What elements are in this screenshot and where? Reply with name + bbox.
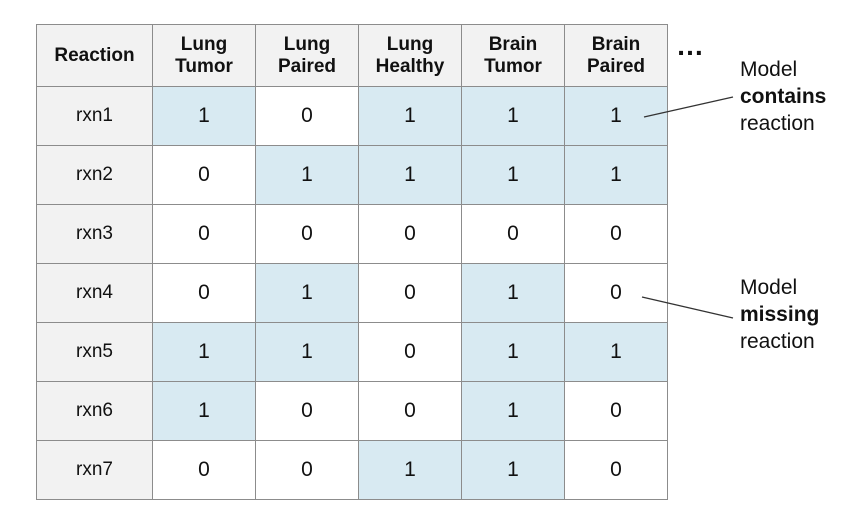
contains-annotation-line3: reaction (740, 112, 815, 135)
contains-annotation: Model contains reaction (740, 56, 826, 137)
more-columns-ellipsis: … (676, 30, 705, 61)
contains-annotation-keyword: contains (740, 85, 827, 108)
matrix-cell: 1 (461, 86, 565, 146)
column-header-line2: Tumor (175, 55, 233, 77)
reaction-label: rxn4 (36, 263, 153, 323)
column-header-line2: Tumor (484, 55, 542, 77)
reaction-matrix: Reaction Lung Tumor Lung Paired Lung Healthy B… (36, 24, 668, 500)
matrix-cell: 1 (564, 322, 668, 382)
header-row: Reaction Lung Tumor Lung Paired Lung Healthy B… (36, 24, 668, 87)
matrix-cell: 1 (461, 381, 565, 441)
matrix-cell: 0 (152, 263, 256, 323)
matrix-cell: 1 (358, 145, 462, 205)
table-row: rxn6 1 0 0 1 0 (36, 381, 668, 441)
matrix-cell: 1 (152, 381, 256, 441)
matrix-cell: 0 (358, 204, 462, 264)
column-header-0: Lung Tumor (152, 24, 256, 87)
matrix-cell: 1 (358, 86, 462, 146)
table-row: rxn3 0 0 0 0 0 (36, 204, 668, 264)
matrix-cell: 1 (461, 322, 565, 382)
matrix-cell: 1 (255, 322, 359, 382)
matrix-cell: 0 (461, 204, 565, 264)
matrix-cell: 1 (564, 86, 668, 146)
matrix-cell: 0 (255, 86, 359, 146)
matrix-cell: 1 (461, 145, 565, 205)
matrix-cell: 0 (152, 440, 256, 500)
matrix-cell: 0 (358, 381, 462, 441)
contains-annotation-line1: Model (740, 58, 798, 81)
table-row: rxn2 0 1 1 1 1 (36, 145, 668, 205)
column-header-line1: Lung (386, 33, 434, 55)
matrix-cell: 0 (255, 204, 359, 264)
table-row: rxn7 0 0 1 1 0 (36, 440, 668, 500)
matrix-cell: 1 (564, 145, 668, 205)
column-header-4: Brain Paired (564, 24, 668, 87)
reaction-label: rxn2 (36, 145, 153, 205)
reaction-label: rxn6 (36, 381, 153, 441)
matrix-cell: 0 (152, 145, 256, 205)
reaction-label: rxn7 (36, 440, 153, 500)
matrix-cell: 0 (358, 263, 462, 323)
reaction-label: rxn3 (36, 204, 153, 264)
column-header-line1: Lung (180, 33, 228, 55)
matrix-cell: 1 (152, 322, 256, 382)
matrix-cell: 1 (255, 263, 359, 323)
column-header-line1: Lung (283, 33, 331, 55)
column-header-line2: Paired (277, 55, 337, 77)
missing-annotation-keyword: missing (740, 303, 820, 326)
column-header-line1: Brain (591, 33, 641, 55)
matrix-cell: 1 (358, 440, 462, 500)
matrix-cell: 0 (255, 381, 359, 441)
column-header-line1: Brain (488, 33, 538, 55)
matrix-cell: 0 (564, 263, 668, 323)
matrix-cell: 1 (255, 145, 359, 205)
matrix-cell: 0 (358, 322, 462, 382)
matrix-cell: 0 (564, 204, 668, 264)
missing-annotation: Model missing reaction (740, 274, 819, 355)
column-header-line2: Healthy (375, 55, 445, 77)
matrix-cell: 0 (152, 204, 256, 264)
column-header-2: Lung Healthy (358, 24, 462, 87)
matrix-cell: 0 (564, 381, 668, 441)
reaction-label: rxn5 (36, 322, 153, 382)
table-row: rxn5 1 1 0 1 1 (36, 322, 668, 382)
matrix-cell: 0 (255, 440, 359, 500)
table-row: rxn4 0 1 0 1 0 (36, 263, 668, 323)
matrix-cell: 1 (152, 86, 256, 146)
missing-annotation-line3: reaction (740, 330, 815, 353)
column-header-line2: Paired (586, 55, 646, 77)
column-header-1: Lung Paired (255, 24, 359, 87)
reaction-label: rxn1 (36, 86, 153, 146)
column-header-3: Brain Tumor (461, 24, 565, 87)
matrix-cell: 1 (461, 263, 565, 323)
reaction-header: Reaction (36, 24, 153, 87)
table-row: rxn1 1 0 1 1 1 (36, 86, 668, 146)
missing-annotation-line1: Model (740, 276, 798, 299)
matrix-cell: 0 (564, 440, 668, 500)
matrix-cell: 1 (461, 440, 565, 500)
